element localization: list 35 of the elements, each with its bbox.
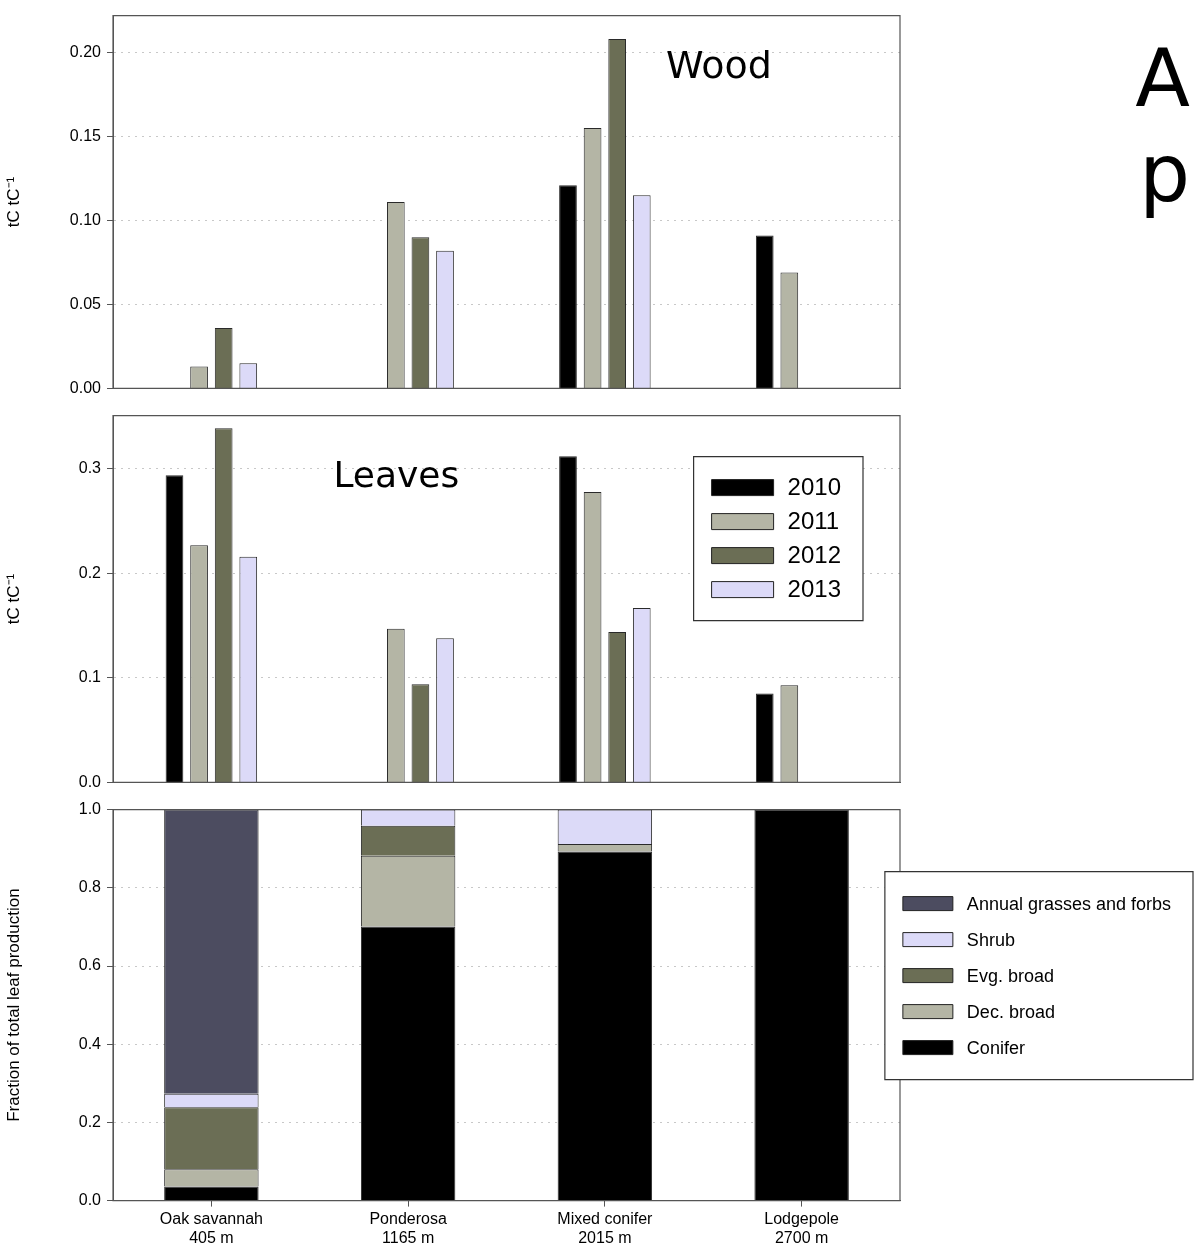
y-tick-label: 0.1 <box>78 668 102 686</box>
y-tick-label: 0.8 <box>78 878 102 896</box>
y-axis-title: tC tC⁻¹ <box>3 176 23 228</box>
legend-label: 2010 <box>787 473 841 501</box>
y-axis-title: tC tC⁻¹ <box>3 573 23 625</box>
y-tick-label: 0.0 <box>78 1191 102 1209</box>
y-tick-label: 0.00 <box>69 378 102 396</box>
legend-label: 2011 <box>787 507 840 535</box>
legend-label: 2012 <box>787 541 841 569</box>
y-tick-label: 0.0 <box>78 772 102 790</box>
y-tick-label: 0.10 <box>69 210 102 228</box>
y-tick-label: 0.2 <box>78 563 102 581</box>
y-tick-label: 0.6 <box>78 956 102 974</box>
y-tick-label: 0.05 <box>69 294 102 312</box>
annotation: Leaves <box>333 454 460 496</box>
y-tick-label: 1.0 <box>78 800 102 818</box>
y-tick-label: 0.4 <box>78 1034 102 1052</box>
x-tick-label: Lodgepole 2700 m <box>764 1209 840 1246</box>
x-tick-label: Mixed conifer 2015 m <box>557 1209 654 1246</box>
y-tick-label: 0.15 <box>69 126 102 144</box>
x-tick-label: Ponderosa 1165 m <box>369 1209 447 1246</box>
legend-label: Evg. broad <box>966 965 1054 986</box>
x-tick-label: Oak savannah 405 m <box>159 1209 263 1246</box>
legend-label: 2013 <box>787 575 841 603</box>
y-tick-label: 0.3 <box>78 459 102 477</box>
text: p <box>1139 126 1190 220</box>
annotation: Wood <box>666 42 772 87</box>
legend-label: Dec. broad <box>966 1001 1055 1022</box>
legend-label: Shrub <box>966 929 1015 950</box>
y-tick-label: 0.2 <box>78 1112 102 1130</box>
legend-label: Conifer <box>966 1037 1025 1058</box>
text: A <box>1135 31 1191 125</box>
legend-label: Annual grasses and forbs <box>966 893 1172 914</box>
y-axis-title: Fraction of total leaf production <box>3 888 23 1122</box>
y-tick-label: 0.20 <box>69 42 102 60</box>
